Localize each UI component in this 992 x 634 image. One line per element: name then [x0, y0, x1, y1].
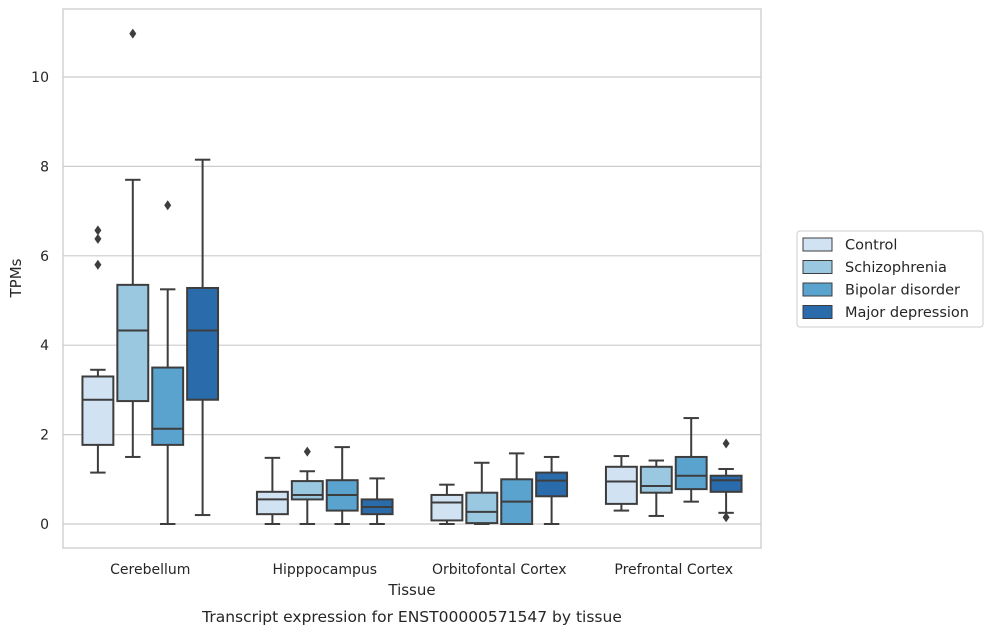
- y-axis-title: TPMs: [7, 258, 25, 298]
- x-tick-label: Hipppocampus: [272, 562, 377, 578]
- legend-swatch: [802, 282, 833, 297]
- outlier-point: [94, 233, 102, 244]
- box-3-2: [674, 417, 708, 503]
- legend-label: Major depression: [845, 305, 969, 321]
- outlier-point: [722, 512, 730, 523]
- box-body: [535, 471, 569, 498]
- outlier-point: [129, 28, 137, 39]
- chart-caption: Transcript expression for ENST0000057154…: [201, 608, 622, 626]
- y-tick-label: 2: [40, 428, 49, 444]
- box-body: [81, 375, 115, 446]
- plot-frame: [62, 8, 762, 549]
- outlier-point: [94, 259, 102, 270]
- box-3-3: [709, 438, 743, 523]
- outlier-point: [303, 446, 311, 457]
- legend-label: Control: [845, 238, 897, 254]
- box-body: [604, 465, 638, 505]
- box-0-3: [186, 158, 220, 517]
- y-tick-label: 10: [31, 70, 49, 86]
- x-tick-label: Prefrontal Cortex: [614, 562, 733, 578]
- legend-swatch: [802, 260, 833, 274]
- legend: Control Schizophrenia Bipolar disorder Majo…: [796, 230, 984, 328]
- y-tick-label: 4: [40, 338, 49, 354]
- box-body: [116, 283, 150, 403]
- box-body: [186, 286, 220, 401]
- box-2-3: [535, 455, 569, 525]
- box-body: [255, 490, 289, 516]
- box-body: [290, 480, 324, 501]
- box-2-2: [500, 452, 534, 525]
- legend-swatch: [802, 305, 833, 319]
- legend-frame: [796, 230, 984, 328]
- box-body: [639, 465, 673, 494]
- box-0-2: [151, 200, 185, 525]
- x-tick-label: Orbitofontal Cortex: [432, 562, 567, 578]
- outlier-point: [164, 200, 172, 211]
- box-3-1: [639, 459, 673, 517]
- x-axis-title: Tissue: [387, 581, 435, 599]
- box-body: [674, 455, 708, 491]
- y-tick-labels: 0 2 4 6 8 10: [31, 70, 49, 533]
- legend-label: Schizophrenia: [845, 260, 947, 276]
- x-tick-labels: Cerebellum Hipppocampus Orbitofontal Corte…: [110, 562, 733, 578]
- box-body: [430, 493, 464, 522]
- y-tick-label: 8: [40, 159, 49, 175]
- box-body: [465, 491, 499, 525]
- legend-swatch: [802, 237, 833, 252]
- box-1-1: [290, 446, 324, 525]
- box-2-0: [430, 483, 464, 525]
- box-body: [709, 474, 743, 493]
- outlier-point: [722, 438, 730, 449]
- plot-background: [63, 9, 761, 548]
- x-tick-label: Cerebellum: [110, 562, 190, 578]
- box-1-0: [255, 456, 289, 525]
- outlier-point: [94, 225, 102, 236]
- box-2-1: [465, 461, 499, 525]
- box-0-1: [116, 28, 150, 458]
- box-1-2: [325, 446, 359, 525]
- y-tick-label: 6: [40, 249, 49, 265]
- box-body: [151, 366, 185, 446]
- box-3-0: [604, 455, 638, 512]
- box-1-3: [360, 477, 394, 525]
- box-groups: [81, 28, 743, 525]
- legend-label: Bipolar disorder: [845, 283, 960, 299]
- y-tick-label: 0: [40, 517, 49, 533]
- box-0-0: [81, 225, 115, 474]
